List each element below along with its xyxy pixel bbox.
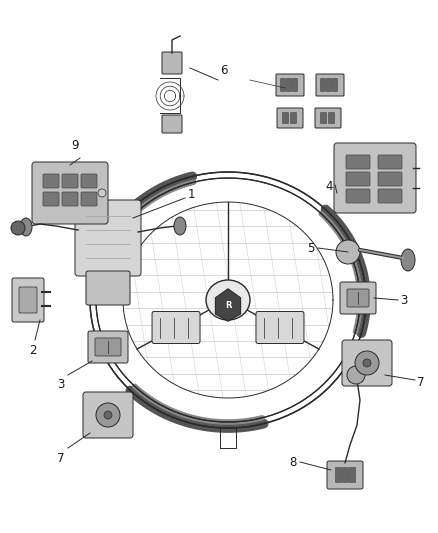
- FancyBboxPatch shape: [316, 74, 344, 96]
- Circle shape: [355, 351, 379, 375]
- FancyBboxPatch shape: [332, 78, 338, 92]
- Polygon shape: [215, 289, 240, 321]
- FancyBboxPatch shape: [346, 172, 370, 186]
- Text: 9: 9: [71, 139, 79, 152]
- FancyBboxPatch shape: [342, 340, 392, 386]
- Text: 3: 3: [400, 294, 407, 306]
- FancyBboxPatch shape: [321, 78, 325, 92]
- Text: 8: 8: [290, 456, 297, 469]
- FancyBboxPatch shape: [283, 112, 289, 124]
- FancyBboxPatch shape: [276, 74, 304, 96]
- Circle shape: [336, 240, 360, 264]
- FancyBboxPatch shape: [12, 278, 44, 322]
- FancyBboxPatch shape: [43, 192, 59, 206]
- FancyBboxPatch shape: [256, 311, 304, 343]
- FancyBboxPatch shape: [315, 108, 341, 128]
- FancyBboxPatch shape: [162, 115, 182, 133]
- Text: 6: 6: [220, 64, 227, 77]
- FancyBboxPatch shape: [346, 189, 370, 203]
- FancyBboxPatch shape: [19, 287, 37, 313]
- Circle shape: [11, 221, 25, 235]
- FancyBboxPatch shape: [336, 467, 342, 482]
- FancyBboxPatch shape: [347, 289, 369, 307]
- FancyBboxPatch shape: [321, 112, 326, 124]
- Ellipse shape: [20, 218, 32, 236]
- FancyBboxPatch shape: [81, 192, 97, 206]
- FancyBboxPatch shape: [293, 78, 297, 92]
- FancyBboxPatch shape: [327, 461, 363, 489]
- FancyBboxPatch shape: [75, 200, 141, 276]
- FancyBboxPatch shape: [326, 78, 332, 92]
- Circle shape: [363, 359, 371, 367]
- Text: 2: 2: [29, 344, 37, 357]
- FancyBboxPatch shape: [286, 78, 292, 92]
- Ellipse shape: [174, 217, 186, 235]
- FancyBboxPatch shape: [81, 174, 97, 188]
- Text: 4: 4: [325, 180, 333, 192]
- FancyBboxPatch shape: [378, 189, 402, 203]
- FancyBboxPatch shape: [334, 143, 416, 213]
- Text: 7: 7: [417, 376, 424, 389]
- FancyBboxPatch shape: [43, 174, 59, 188]
- FancyBboxPatch shape: [152, 311, 200, 343]
- Circle shape: [96, 403, 120, 427]
- FancyBboxPatch shape: [83, 392, 133, 438]
- Text: 1: 1: [188, 189, 195, 201]
- FancyBboxPatch shape: [378, 155, 402, 169]
- Text: 3: 3: [58, 378, 65, 391]
- Ellipse shape: [206, 280, 250, 320]
- FancyBboxPatch shape: [343, 467, 349, 482]
- FancyBboxPatch shape: [280, 78, 286, 92]
- Circle shape: [98, 189, 106, 197]
- FancyBboxPatch shape: [95, 338, 121, 356]
- Ellipse shape: [401, 249, 415, 271]
- FancyBboxPatch shape: [162, 52, 182, 74]
- FancyBboxPatch shape: [277, 108, 303, 128]
- FancyBboxPatch shape: [346, 155, 370, 169]
- Text: 5: 5: [307, 241, 315, 254]
- FancyBboxPatch shape: [350, 467, 356, 482]
- FancyBboxPatch shape: [62, 174, 78, 188]
- FancyBboxPatch shape: [62, 192, 78, 206]
- Text: 7: 7: [57, 452, 65, 465]
- FancyBboxPatch shape: [290, 112, 297, 124]
- FancyBboxPatch shape: [32, 162, 108, 224]
- FancyBboxPatch shape: [378, 172, 402, 186]
- FancyBboxPatch shape: [86, 271, 130, 305]
- FancyBboxPatch shape: [88, 331, 128, 363]
- Circle shape: [104, 411, 112, 419]
- FancyBboxPatch shape: [328, 112, 335, 124]
- Circle shape: [347, 366, 365, 384]
- FancyBboxPatch shape: [340, 282, 376, 314]
- Text: R: R: [225, 301, 231, 310]
